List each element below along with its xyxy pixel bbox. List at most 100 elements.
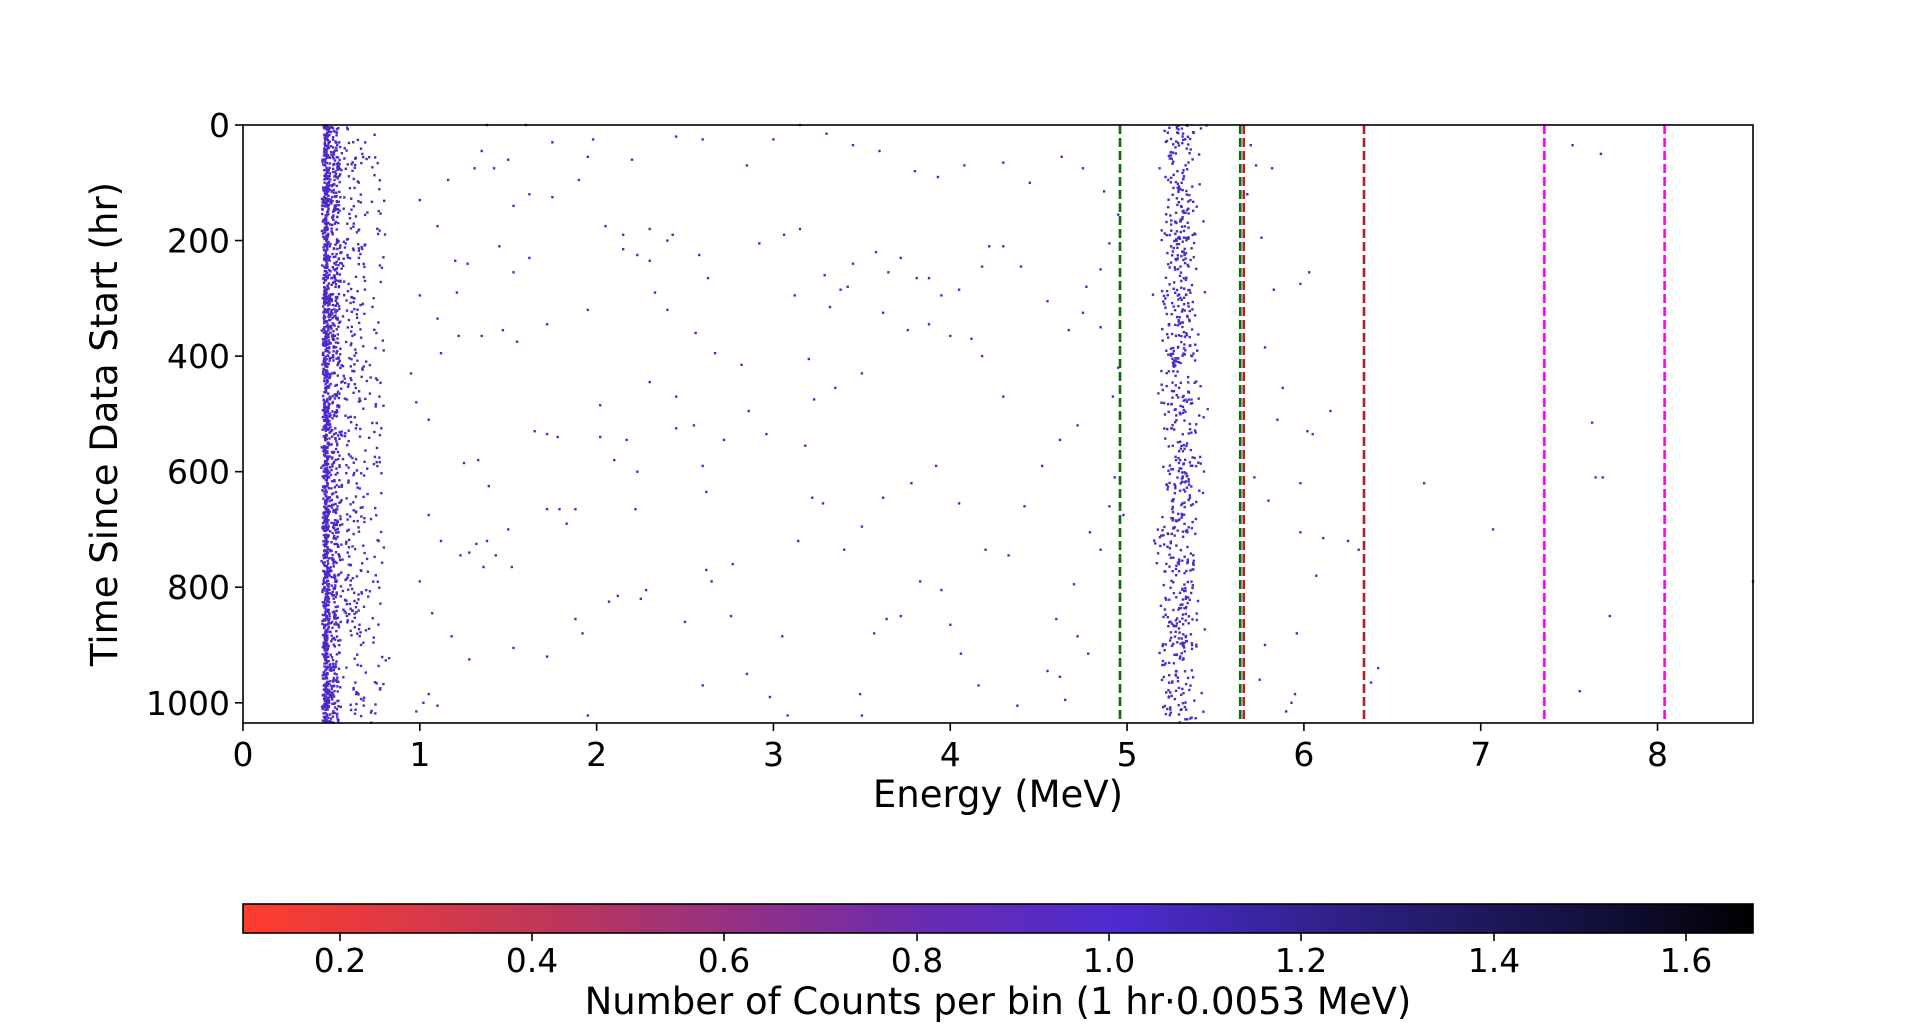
data-point [324,654,327,657]
data-point [329,131,333,134]
data-point [1178,237,1182,240]
data-point [1187,498,1190,501]
data-point [347,588,350,591]
data-point [332,597,335,600]
data-point [1177,131,1180,135]
data-point [336,528,339,531]
data-point [1055,617,1058,621]
data-point [326,147,329,150]
data-point [322,543,325,546]
data-point [327,504,330,508]
data-point [334,220,337,224]
data-point [348,515,352,518]
data-point [323,137,326,140]
data-point [325,571,328,574]
data-point [331,210,335,213]
data-point [1181,687,1184,691]
data-point [332,508,335,512]
data-point [331,456,334,459]
data-point [322,577,326,580]
data-point [324,704,328,708]
x-tick-label: 4 [940,735,961,774]
data-point [325,342,328,345]
data-point [337,651,341,654]
data-point [331,303,335,307]
data-point [362,155,365,159]
data-point [1058,675,1062,678]
data-point [326,304,330,307]
data-point [1175,670,1178,673]
x-tick-label: 5 [1117,735,1138,774]
data-point [1172,246,1175,250]
data-point [373,455,377,459]
data-point [321,521,325,525]
data-point [332,129,335,133]
data-point [1174,574,1178,577]
data-point [338,174,341,178]
data-point [1023,505,1026,508]
data-point [1175,653,1178,656]
data-point [354,708,357,711]
data-point [1192,563,1195,566]
data-point [336,605,339,608]
data-point [347,282,350,286]
data-point [329,200,332,204]
data-point [675,427,678,430]
data-point [336,201,339,204]
data-point [1183,309,1186,312]
data-point [1181,240,1184,243]
data-point [349,421,353,424]
data-point [1193,456,1196,460]
data-point [322,328,325,331]
data-point [1176,257,1179,260]
data-point [364,243,367,246]
data-point [338,454,341,457]
data-point [528,193,531,196]
data-point [1183,650,1186,653]
data-point [1163,413,1167,416]
data-point [340,434,344,437]
data-point [860,525,864,528]
data-point [1182,211,1186,215]
data-point [328,428,331,431]
data-point [322,367,325,371]
data-point [324,434,327,438]
data-point [330,299,334,303]
data-point [329,178,332,181]
data-point [336,168,339,171]
data-point [323,462,327,465]
data-point [1173,483,1176,486]
data-point [1167,154,1171,158]
data-point [323,606,326,610]
data-point [346,385,350,388]
data-point [1181,411,1185,415]
data-point [346,163,349,166]
data-point [354,427,358,430]
data-point [1168,157,1171,160]
data-point [353,657,356,660]
data-point [846,285,849,288]
data-point [327,701,331,704]
data-point [378,456,381,459]
data-point [326,569,329,572]
data-point [326,134,330,137]
data-point [345,464,348,467]
data-point [1165,139,1169,143]
data-point [1192,200,1195,203]
data-point [327,625,330,628]
data-point [357,249,361,252]
data-point [359,303,362,307]
data-point [1122,513,1125,517]
data-point [336,616,340,619]
data-point [1175,221,1178,225]
data-point [376,378,379,382]
data-point [325,301,329,304]
data-point [1189,291,1192,294]
data-point [324,160,327,164]
data-point [328,395,331,398]
data-point [1172,581,1175,584]
data-point [332,182,336,186]
data-point [336,519,339,522]
data-point [340,499,343,502]
